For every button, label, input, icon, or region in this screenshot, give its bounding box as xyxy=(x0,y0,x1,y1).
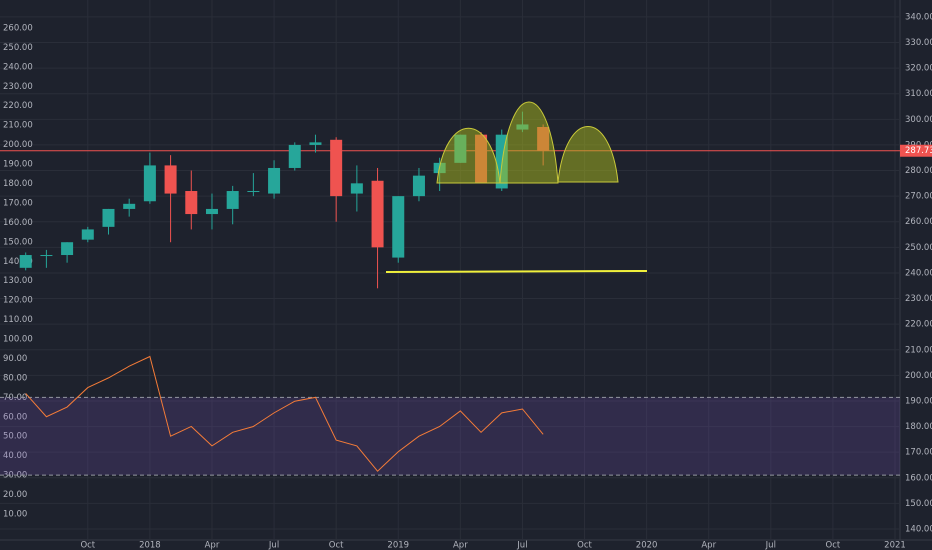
rsi-line xyxy=(25,355,544,472)
x-tick-label: Oct xyxy=(80,541,95,550)
x-tick-label: Apr xyxy=(453,541,468,550)
candle-body xyxy=(40,255,53,257)
y2-tick-label: 190.00 xyxy=(905,396,932,406)
y-tick-label: 210.00 xyxy=(3,121,33,131)
y-tick-label: 180.00 xyxy=(3,179,33,189)
candle-body xyxy=(330,139,343,197)
candle-body xyxy=(226,191,239,209)
y-tick-label: 240.00 xyxy=(3,62,33,72)
x-tick-label: Jul xyxy=(268,541,279,550)
candle-body xyxy=(309,142,322,145)
y2-tick-label: 330.00 xyxy=(905,38,932,48)
y2-tick-label: 150.00 xyxy=(905,499,932,509)
x-tick-label: Apr xyxy=(701,541,716,550)
y-tick-label: 10.00 xyxy=(3,509,27,519)
candle-body xyxy=(268,167,281,194)
y2-tick-label: 340.00 xyxy=(905,12,932,22)
last-price-tag xyxy=(900,144,932,157)
x-tick-label: Oct xyxy=(577,541,592,550)
y-tick-label: 20.00 xyxy=(3,490,27,500)
y2-tick-label: 260.00 xyxy=(905,217,932,227)
candle-body xyxy=(371,180,384,248)
candle-body xyxy=(123,203,136,209)
y2-tick-label: 320.00 xyxy=(905,64,932,74)
y2-tick-label: 230.00 xyxy=(905,294,932,304)
y-tick-label: 220.00 xyxy=(3,101,33,111)
candle-body xyxy=(205,208,218,215)
y-tick-label: 130.00 xyxy=(3,276,33,286)
left-shoulder xyxy=(436,127,501,184)
x-tick-label: 2021 xyxy=(884,541,906,550)
y-tick-label: 60.00 xyxy=(3,412,27,422)
y2-tick-label: 180.00 xyxy=(905,422,932,432)
y2-tick-label: 210.00 xyxy=(905,345,932,355)
y2-tick-label: 220.00 xyxy=(905,320,932,330)
support-line xyxy=(385,270,648,273)
y2-tick-label: 300.00 xyxy=(905,115,932,125)
candle-body xyxy=(19,255,32,268)
y2-tick-label: 160.00 xyxy=(905,473,932,483)
y2-tick-label: 240.00 xyxy=(905,268,932,278)
x-tick-label: Jul xyxy=(765,541,776,550)
y2-tick-label: 310.00 xyxy=(905,89,932,99)
rsi-band xyxy=(0,397,900,476)
y-tick-label: 200.00 xyxy=(3,140,33,150)
y-tick-label: 190.00 xyxy=(3,160,33,170)
y-tick-label: 100.00 xyxy=(3,335,33,345)
x-tick-label: 2018 xyxy=(139,541,161,550)
candle-body xyxy=(81,229,94,240)
y-tick-label: 250.00 xyxy=(3,43,33,53)
last-price-label: 287.73 xyxy=(905,146,932,156)
y-tick-label: 90.00 xyxy=(3,354,27,364)
right-shoulder xyxy=(557,126,619,183)
y-tick-label: 170.00 xyxy=(3,198,33,208)
drawings xyxy=(385,101,648,273)
y-tick-label: 150.00 xyxy=(3,237,33,247)
y2-tick-label: 250.00 xyxy=(905,243,932,253)
x-tick-label: 2020 xyxy=(636,541,658,550)
x-tick-label: Apr xyxy=(205,541,220,550)
x-tick-label: Oct xyxy=(826,541,841,550)
y-tick-label: 80.00 xyxy=(3,373,27,383)
x-tick-label: Jul xyxy=(516,541,527,550)
candle-body xyxy=(288,144,301,168)
candle-body xyxy=(412,175,425,197)
x-tick-label: Oct xyxy=(329,541,344,550)
candle-body xyxy=(164,165,177,194)
y-tick-label: 260.00 xyxy=(3,23,33,33)
y-tick-label: 50.00 xyxy=(3,432,27,442)
candle-body xyxy=(350,183,363,194)
candle-body xyxy=(102,208,115,227)
y-tick-label: 140.00 xyxy=(3,257,33,267)
candle-body xyxy=(392,196,405,258)
y2-tick-label: 200.00 xyxy=(905,371,932,381)
y-tick-label: 160.00 xyxy=(3,218,33,228)
y-tick-label: 40.00 xyxy=(3,451,27,461)
x-tick-label: 2019 xyxy=(387,541,409,550)
y2-tick-label: 170.00 xyxy=(905,448,932,458)
candle-body xyxy=(247,191,260,193)
y2-tick-label: 280.00 xyxy=(905,166,932,176)
candle-body xyxy=(143,165,156,202)
y-tick-label: 230.00 xyxy=(3,82,33,92)
head xyxy=(499,101,559,184)
candle-body xyxy=(185,191,198,215)
candle-body xyxy=(61,242,74,256)
y2-tick-label: 140.00 xyxy=(905,524,932,534)
y-tick-label: 120.00 xyxy=(3,296,33,306)
y-tick-label: 110.00 xyxy=(3,315,33,325)
y2-tick-label: 270.00 xyxy=(905,192,932,202)
